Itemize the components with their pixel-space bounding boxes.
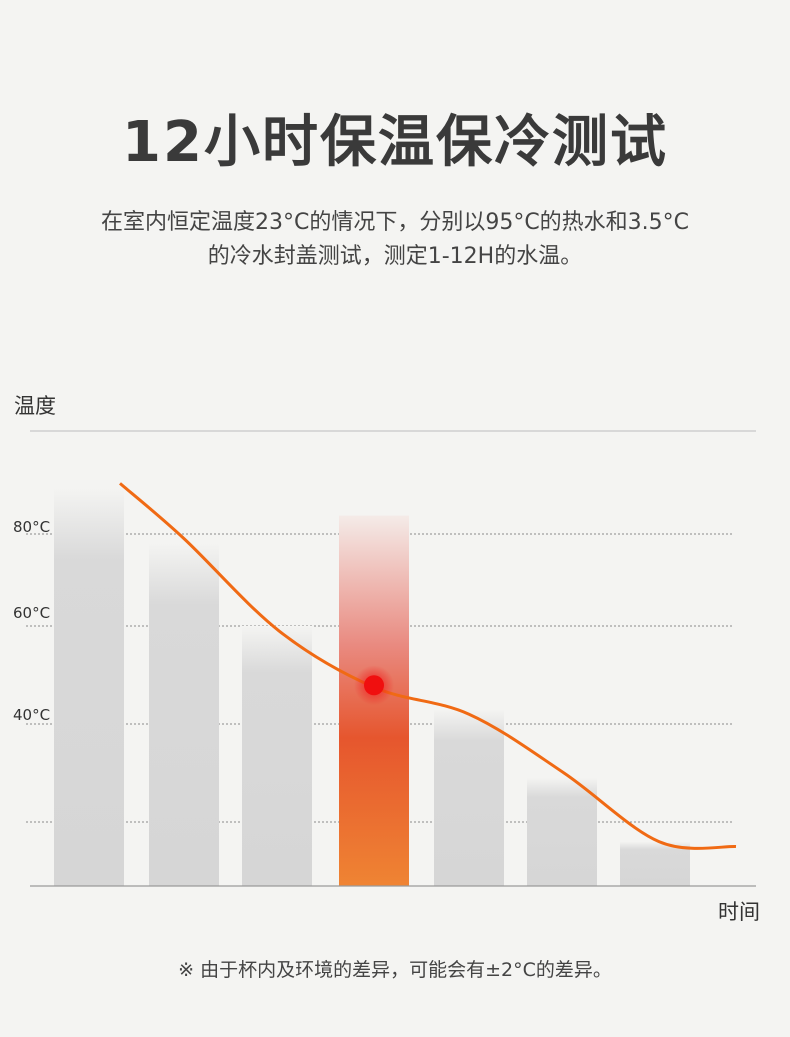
bar: [54, 488, 124, 886]
description: 在室内恒定温度23°C的情况下，分别以95°C的热水和3.5°C 的冷水封盖测试…: [40, 206, 750, 274]
footnote: ※ 由于杯内及环境的差异，可能会有±2°C的差异。: [178, 959, 612, 981]
y-tick-label: 80°C: [13, 518, 51, 536]
marker-dot: [364, 675, 384, 696]
temperature-curve: [119, 482, 737, 850]
y-tick-label: 40°C: [13, 706, 51, 724]
page-title: 12小时保温保冷测试: [122, 110, 668, 175]
bar: [242, 626, 312, 886]
curve-marker: [354, 665, 394, 706]
y-tick-label: 60°C: [13, 604, 51, 622]
bar: [434, 709, 504, 886]
x-axis-label: 时间: [718, 900, 760, 924]
description-line-2: 的冷水封盖测试，测定1-12H的水温。: [207, 244, 583, 269]
bar: [149, 543, 219, 886]
bar: [620, 841, 690, 886]
bar: [527, 777, 597, 886]
y-axis-label: 温度: [14, 394, 56, 418]
description-line-1: 在室内恒定温度23°C的情况下，分别以95°C的热水和3.5°C: [100, 210, 690, 235]
bars: [54, 488, 690, 886]
